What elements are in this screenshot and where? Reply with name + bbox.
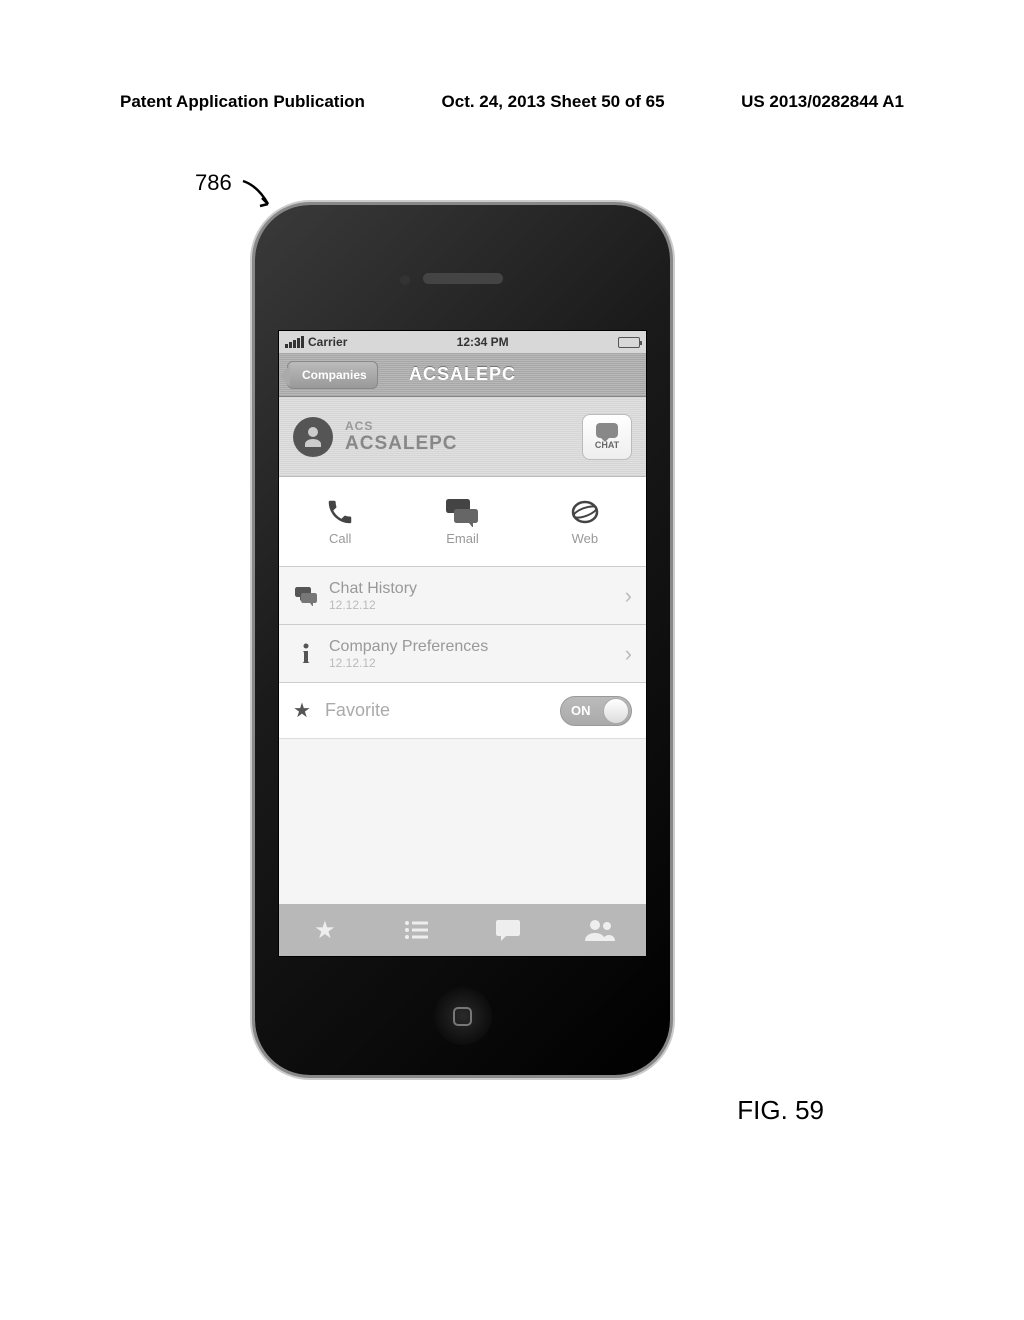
phone-icon	[325, 497, 355, 527]
toggle-knob	[603, 698, 629, 724]
tab-bar: ★	[279, 904, 646, 956]
favorite-toggle[interactable]: ON	[560, 696, 632, 726]
battery-icon	[618, 337, 640, 348]
signal-icon	[285, 336, 304, 348]
company-prefs-title: Company Preferences	[329, 638, 625, 656]
people-icon	[585, 919, 615, 941]
figure-label: FIG. 59	[737, 1095, 824, 1126]
callout-arrow-icon	[238, 176, 278, 216]
back-button-label: Companies	[302, 368, 367, 382]
tab-favorites[interactable]: ★	[279, 904, 371, 956]
chat-history-date: 12.12.12	[329, 598, 625, 612]
company-prefs-row[interactable]: Company Preferences 12.12.12 ›	[279, 625, 646, 683]
phone-screen: Carrier 12:34 PM Companies ACSALEPC ACS …	[278, 330, 647, 957]
status-time: 12:34 PM	[347, 335, 618, 349]
info-icon	[293, 643, 319, 665]
call-label: Call	[329, 531, 351, 546]
email-label: Email	[446, 531, 479, 546]
back-button[interactable]: Companies	[287, 361, 378, 389]
company-prefs-date: 12.12.12	[329, 656, 625, 670]
patent-header: Patent Application Publication Oct. 24, …	[0, 92, 1024, 112]
chat-bubble-icon	[494, 918, 522, 942]
tab-contacts[interactable]	[554, 904, 646, 956]
chat-button[interactable]: CHAT	[582, 414, 632, 460]
header-left: Patent Application Publication	[120, 92, 365, 112]
chat-history-row[interactable]: Chat History 12.12.12 ›	[279, 567, 646, 625]
list-icon	[404, 920, 430, 940]
star-icon: ★	[314, 916, 336, 945]
company-info: ACS ACSALEPC	[345, 419, 582, 455]
nav-title: ACSALEPC	[409, 364, 516, 385]
nav-bar: Companies ACSALEPC	[279, 353, 646, 397]
header-center: Oct. 24, 2013 Sheet 50 of 65	[442, 92, 665, 112]
chat-icon	[596, 423, 618, 438]
header-right: US 2013/0282844 A1	[741, 92, 904, 112]
web-button[interactable]: Web	[524, 477, 646, 566]
company-logo-icon	[293, 417, 333, 457]
email-button[interactable]: Email	[401, 477, 523, 566]
action-row: Call Email Web	[279, 477, 646, 567]
favorite-label: Favorite	[325, 700, 560, 721]
reference-number: 786	[195, 170, 232, 196]
star-icon: ★	[293, 698, 311, 723]
favorite-row: ★ Favorite ON	[279, 683, 646, 739]
company-name: ACSALEPC	[345, 433, 582, 455]
web-icon	[569, 497, 601, 527]
chevron-right-icon: ›	[625, 641, 632, 667]
tab-list[interactable]	[371, 904, 463, 956]
blank-area	[279, 739, 646, 904]
company-header: ACS ACSALEPC CHAT	[279, 397, 646, 477]
status-bar: Carrier 12:34 PM	[279, 331, 646, 353]
email-icon	[445, 497, 479, 527]
chat-history-icon	[293, 586, 319, 606]
phone-camera	[400, 275, 410, 285]
chat-history-title: Chat History	[329, 580, 625, 598]
call-button[interactable]: Call	[279, 477, 401, 566]
home-icon	[453, 1007, 472, 1026]
phone-device: Carrier 12:34 PM Companies ACSALEPC ACS …	[255, 205, 670, 1075]
web-label: Web	[572, 531, 599, 546]
carrier-label: Carrier	[308, 335, 347, 349]
home-button[interactable]	[434, 987, 492, 1045]
toggle-on-label: ON	[571, 703, 591, 718]
tab-chat[interactable]	[463, 904, 555, 956]
phone-speaker	[423, 273, 503, 284]
chevron-right-icon: ›	[625, 583, 632, 609]
company-subtitle: ACS	[345, 419, 582, 433]
